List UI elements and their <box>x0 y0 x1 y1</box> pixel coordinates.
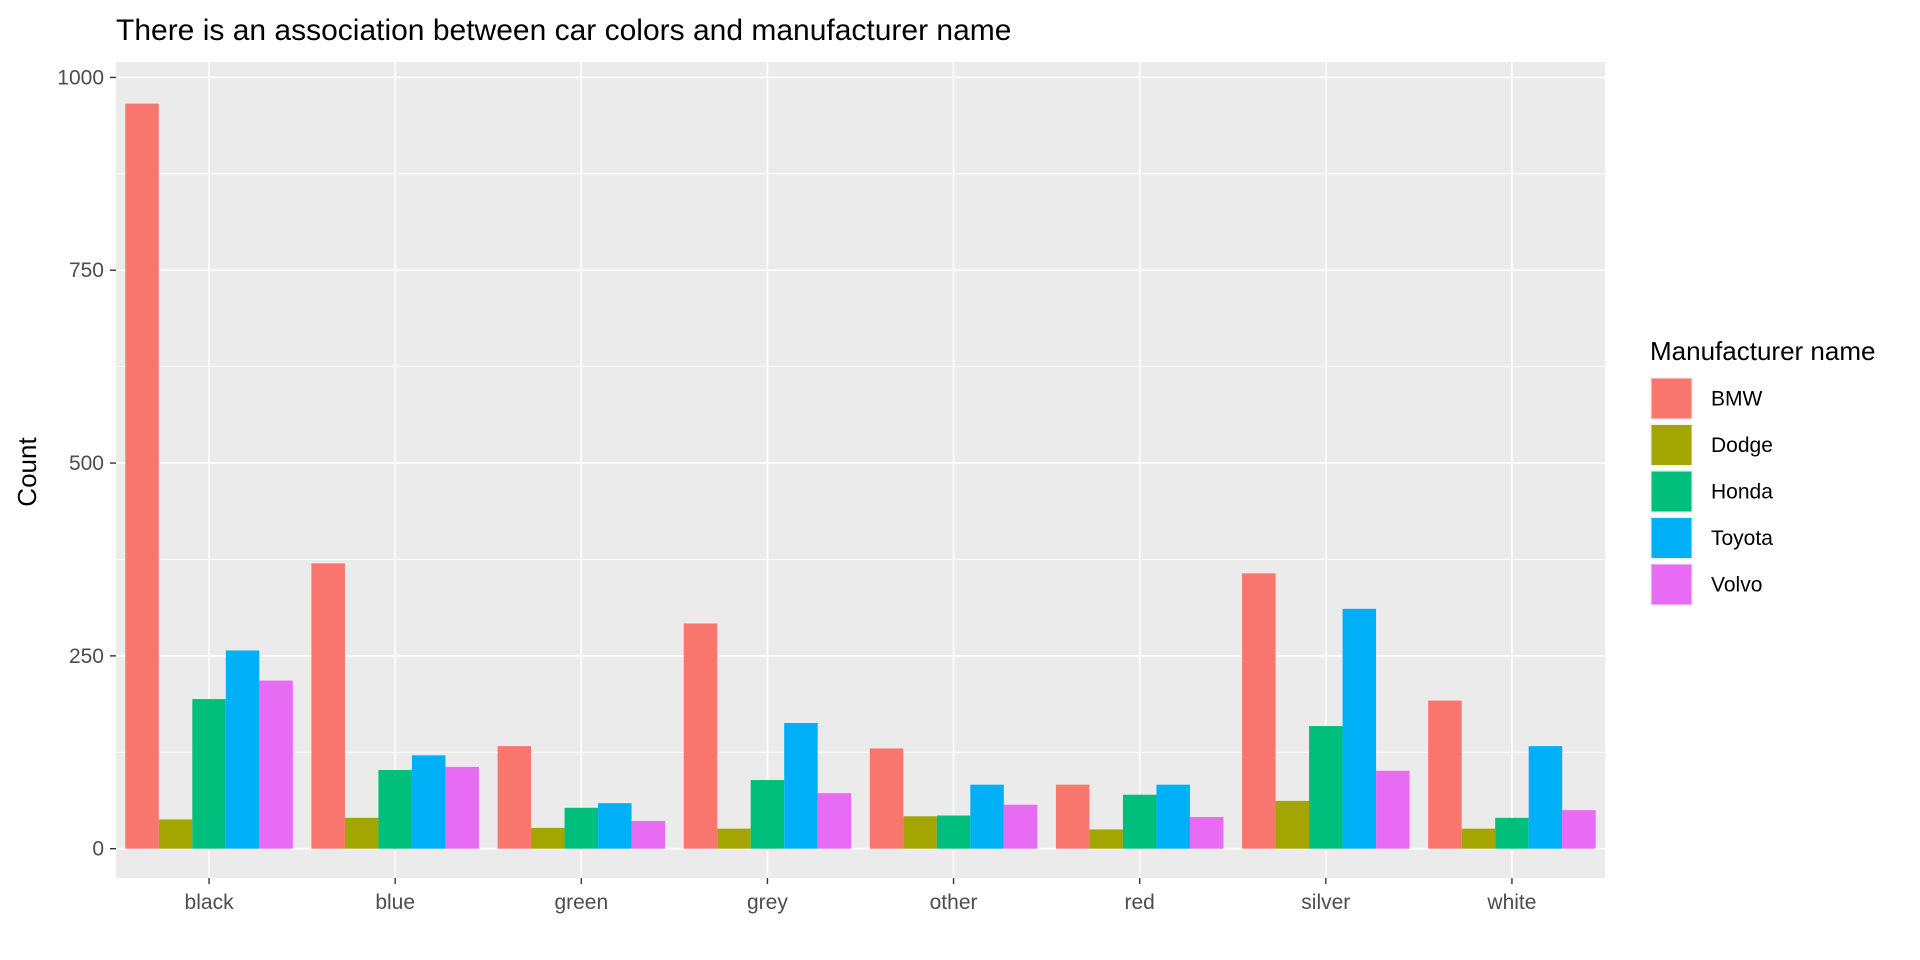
bar-dodge-blue <box>344 817 379 849</box>
y-tick-label: 250 <box>69 645 104 668</box>
x-tick-label: red <box>1125 891 1155 914</box>
bar-toyota-other <box>970 784 1004 849</box>
bar-dodge-other <box>903 816 937 849</box>
y-axis: 0 250 500 750 1000 <box>57 66 116 861</box>
bar-toyota-red <box>1156 784 1190 849</box>
legend-key-toyota <box>1651 518 1692 558</box>
bar-honda-grey <box>750 780 785 849</box>
legend-title: Manufacturer name <box>1650 336 1875 366</box>
bar-bmw-silver <box>1242 573 1276 849</box>
x-tick-label: white <box>1486 891 1536 914</box>
bar-bmw-white <box>1428 700 1462 849</box>
x-tick-label: grey <box>747 891 788 914</box>
bar-honda-black <box>192 699 226 849</box>
bar-volvo-green <box>631 820 666 849</box>
legend-key-bmw <box>1651 378 1692 419</box>
bar-volvo-red <box>1189 817 1224 849</box>
legend-label-volvo: Volvo <box>1711 574 1762 597</box>
bar-toyota-green <box>598 803 632 849</box>
bar-toyota-grey <box>784 722 818 849</box>
bar-toyota-black <box>225 650 260 849</box>
bar-bmw-grey <box>683 623 718 849</box>
bar-dodge-white <box>1461 828 1496 849</box>
plot-panel <box>116 62 1605 878</box>
y-tick-label: 0 <box>92 838 104 861</box>
y-tick-label: 1000 <box>57 66 104 89</box>
bar-volvo-black <box>259 680 293 849</box>
legend-label-bmw: BMW <box>1711 388 1763 411</box>
bar-honda-blue <box>378 770 412 849</box>
bar-dodge-black <box>158 819 193 849</box>
legend: BMW Dodge Honda Toyota Volvo <box>1650 377 1773 606</box>
x-tick-label: blue <box>375 891 415 914</box>
bar-honda-green <box>564 807 599 849</box>
legend-key-dodge <box>1651 425 1692 465</box>
bar-dodge-silver <box>1275 800 1310 849</box>
x-tick-label: green <box>554 891 608 914</box>
x-tick-label: silver <box>1301 891 1350 914</box>
bar-toyota-white <box>1528 746 1563 849</box>
bar-volvo-grey <box>817 793 852 849</box>
bar-volvo-silver <box>1376 770 1410 849</box>
chart-title: There is an association between car colo… <box>116 14 1011 47</box>
bar-honda-red <box>1122 794 1157 849</box>
bar-toyota-silver <box>1342 608 1377 849</box>
bar-dodge-red <box>1089 829 1123 849</box>
bar-honda-other <box>936 815 971 849</box>
legend-label-toyota: Toyota <box>1711 527 1773 550</box>
y-tick-label: 500 <box>69 452 104 475</box>
y-axis-title: Count <box>12 437 42 507</box>
bar-volvo-white <box>1562 810 1596 849</box>
bar-bmw-black <box>125 103 159 849</box>
x-tick-label: other <box>930 891 978 914</box>
bar-toyota-blue <box>411 755 446 849</box>
legend-label-honda: Honda <box>1711 481 1773 504</box>
legend-key-honda <box>1651 471 1692 512</box>
y-tick-label: 750 <box>69 259 104 282</box>
bar-dodge-green <box>531 827 565 849</box>
bar-bmw-green <box>497 746 532 849</box>
bar-honda-white <box>1495 817 1529 849</box>
bar-bmw-other <box>869 748 904 849</box>
x-axis: black blue green grey other red silver white <box>185 878 1536 914</box>
legend-key-volvo <box>1651 564 1692 605</box>
bar-volvo-blue <box>445 766 479 849</box>
x-tick-label: black <box>185 891 235 914</box>
bar-bmw-blue <box>311 563 345 849</box>
bar-bmw-red <box>1055 784 1090 849</box>
legend-label-dodge: Dodge <box>1711 434 1773 457</box>
bar-dodge-grey <box>717 828 751 849</box>
bar-volvo-other <box>1003 804 1038 849</box>
bar-honda-silver <box>1309 726 1343 849</box>
